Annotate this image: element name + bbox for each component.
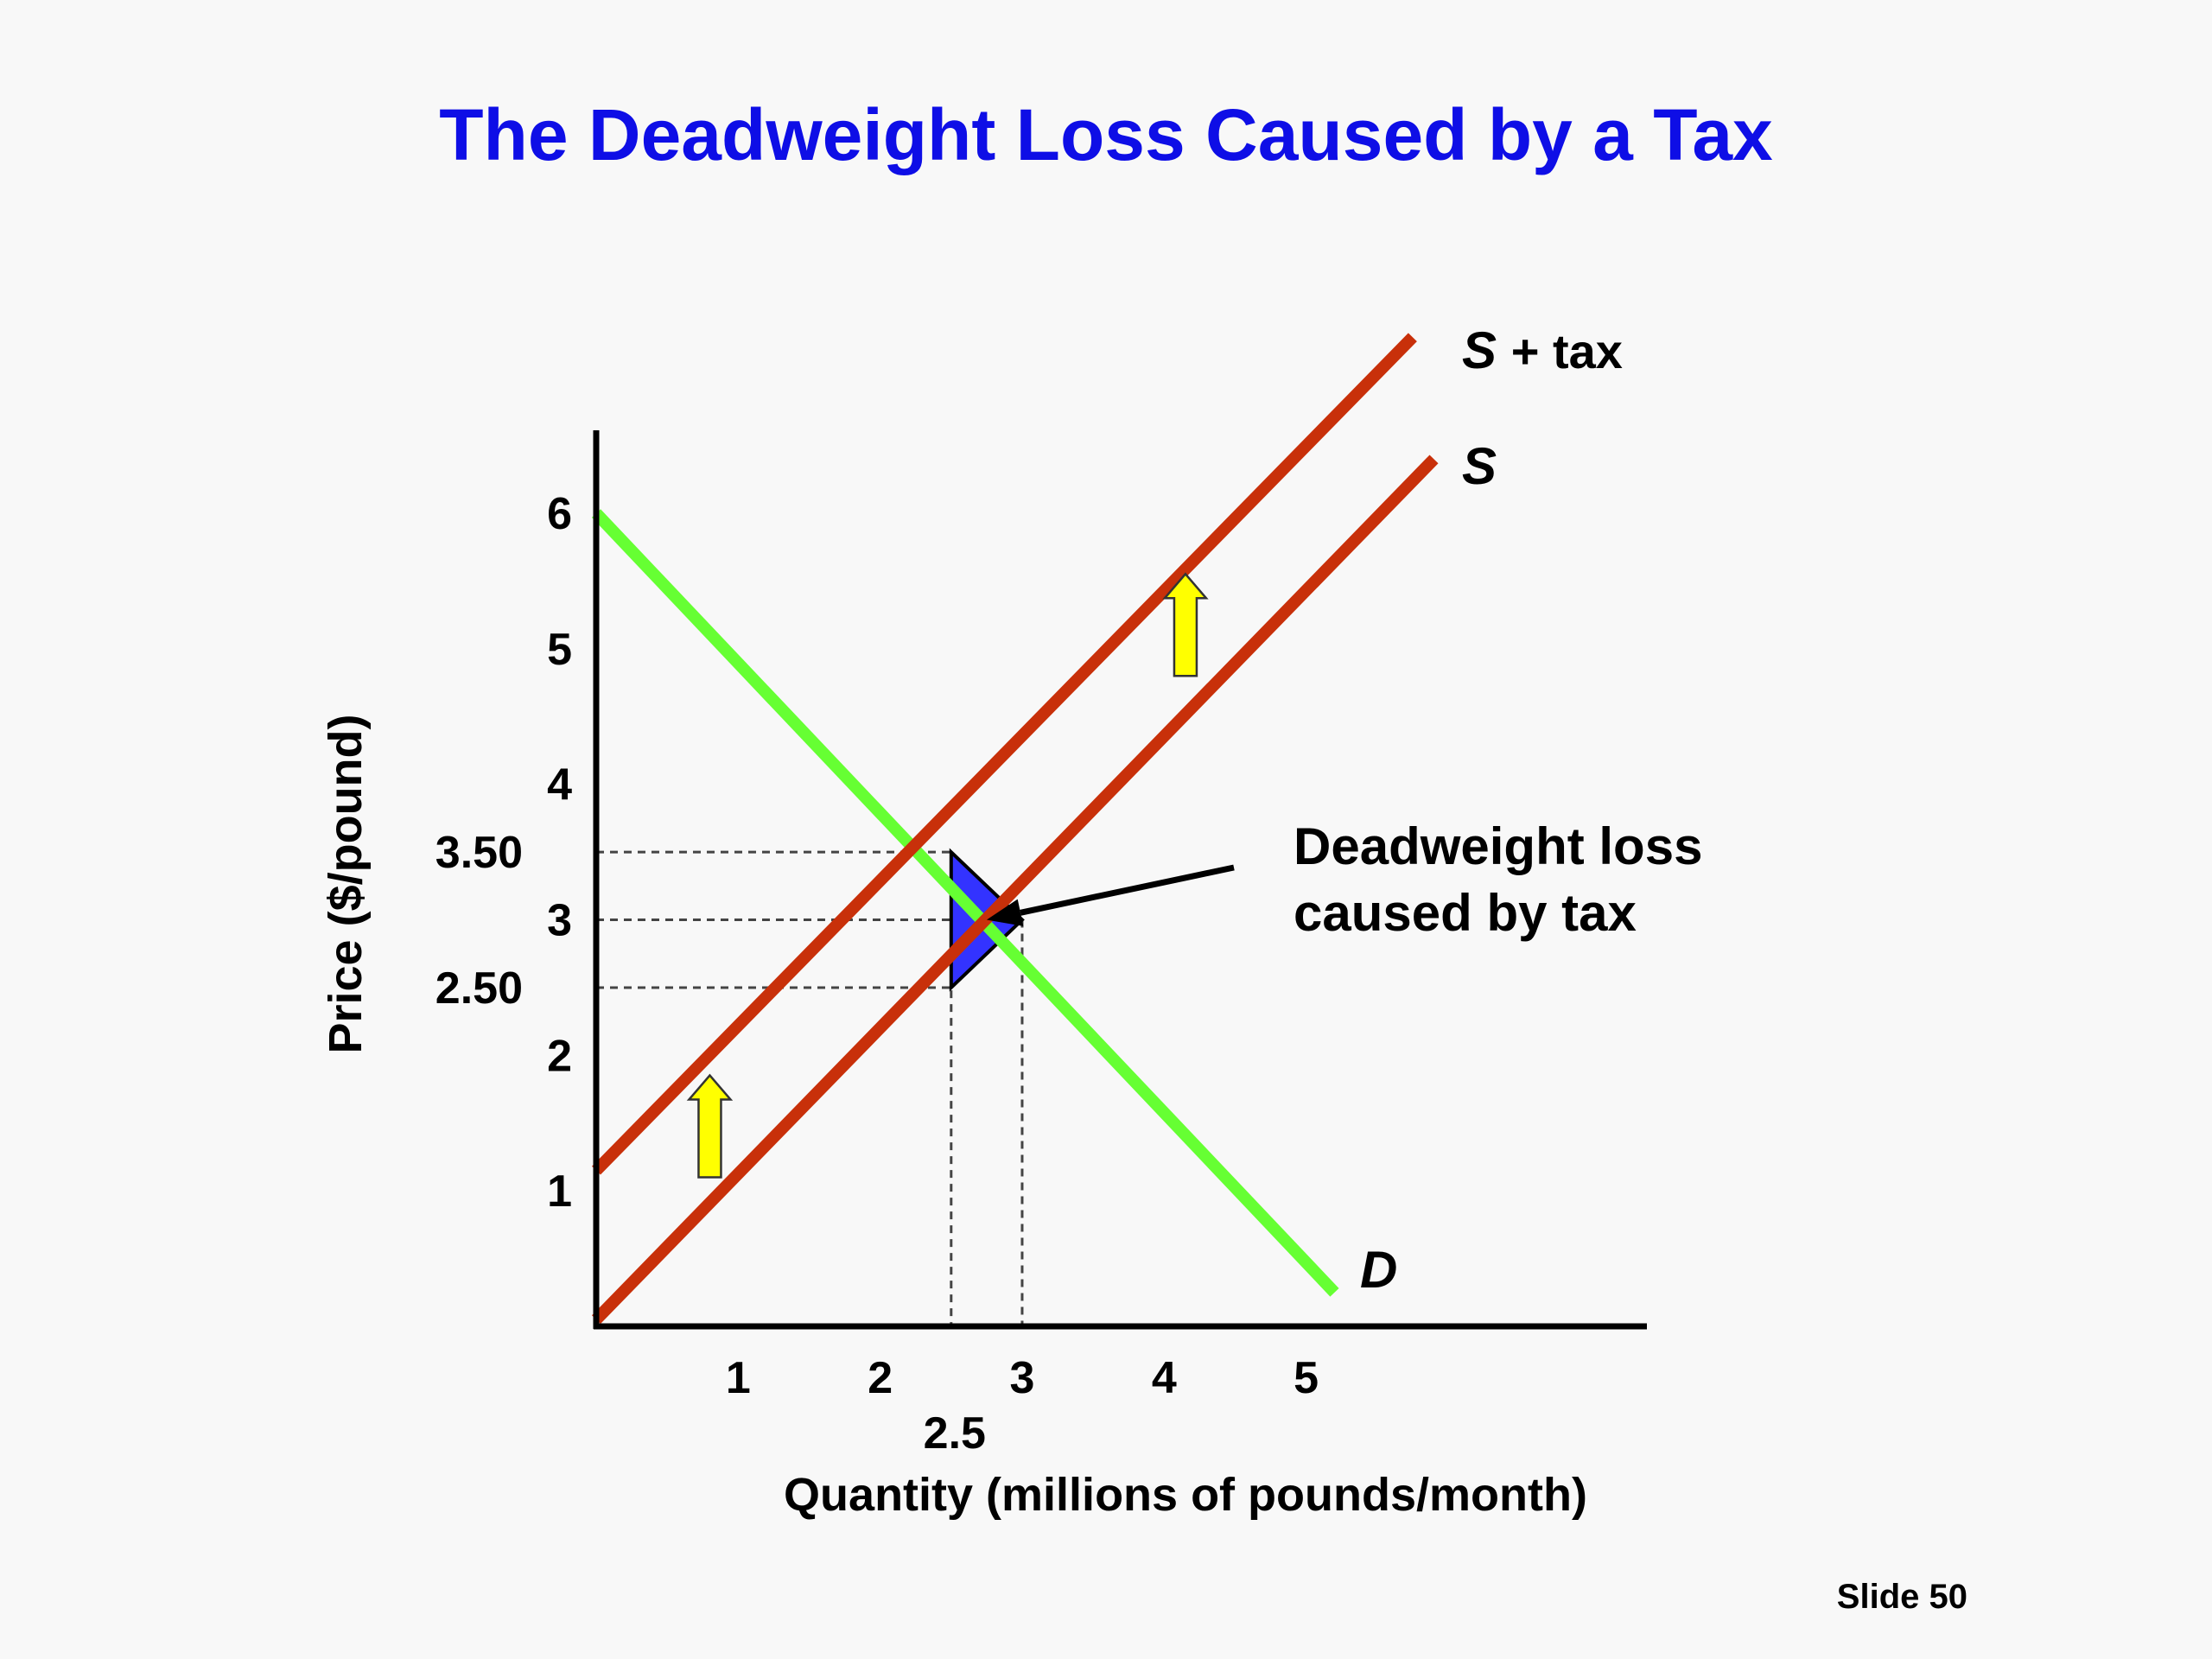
y-tick-label: 3 xyxy=(547,896,572,946)
up-arrow-icon xyxy=(686,1073,734,1179)
axes xyxy=(593,430,1647,1330)
arrow-head-icon xyxy=(986,899,1024,926)
annotation-line-2: caused by tax xyxy=(1294,884,1637,942)
y-tick-label-extra: 3.50 xyxy=(435,828,523,878)
y-tick-label: 4 xyxy=(547,760,572,810)
x-tick-label: 5 xyxy=(1294,1353,1319,1403)
y-tick-label: 2 xyxy=(547,1031,572,1081)
x-tick-label-extra: 2.5 xyxy=(924,1408,986,1459)
curve-s xyxy=(591,454,1439,1325)
series-label-s: S xyxy=(1462,437,1497,495)
tick-labels: 1 2 3 4 5 2.5 1 2 3 4 5 6 3.50 2.50 xyxy=(435,489,1319,1459)
x-tick-label: 4 xyxy=(1152,1353,1177,1403)
dashed-guide-lines xyxy=(596,850,1024,1326)
x-tick-label: 3 xyxy=(1010,1353,1035,1403)
series-label-d: D xyxy=(1360,1241,1397,1299)
y-tick-label: 5 xyxy=(547,625,572,675)
x-axis-title: Quantity (millions of pounds/month) xyxy=(784,1469,1587,1521)
y-tick-label-extra: 2.50 xyxy=(435,963,523,1014)
x-tick-label: 1 xyxy=(726,1353,751,1403)
annotation-arrow xyxy=(986,864,1235,926)
curve-d xyxy=(591,509,1339,1297)
up-arrow-icon xyxy=(1162,572,1209,677)
curves xyxy=(591,333,1439,1325)
slide-title: The Deadweight Loss Caused by a Tax xyxy=(439,94,1773,175)
y-tick-label: 6 xyxy=(547,489,572,539)
slide-number: Slide 50 xyxy=(1836,1578,1967,1616)
annotation-arrow-shaft xyxy=(1020,864,1235,916)
series-label-s-tax: S + tax xyxy=(1462,321,1623,379)
y-tick-label: 1 xyxy=(547,1166,572,1217)
x-tick-label: 2 xyxy=(868,1353,893,1403)
y-axis-title: Price ($/pound) xyxy=(320,714,372,1053)
tax-shift-arrows xyxy=(686,572,1209,1179)
annotation-line-1: Deadweight loss xyxy=(1294,817,1702,875)
curve-s-tax xyxy=(591,333,1417,1175)
